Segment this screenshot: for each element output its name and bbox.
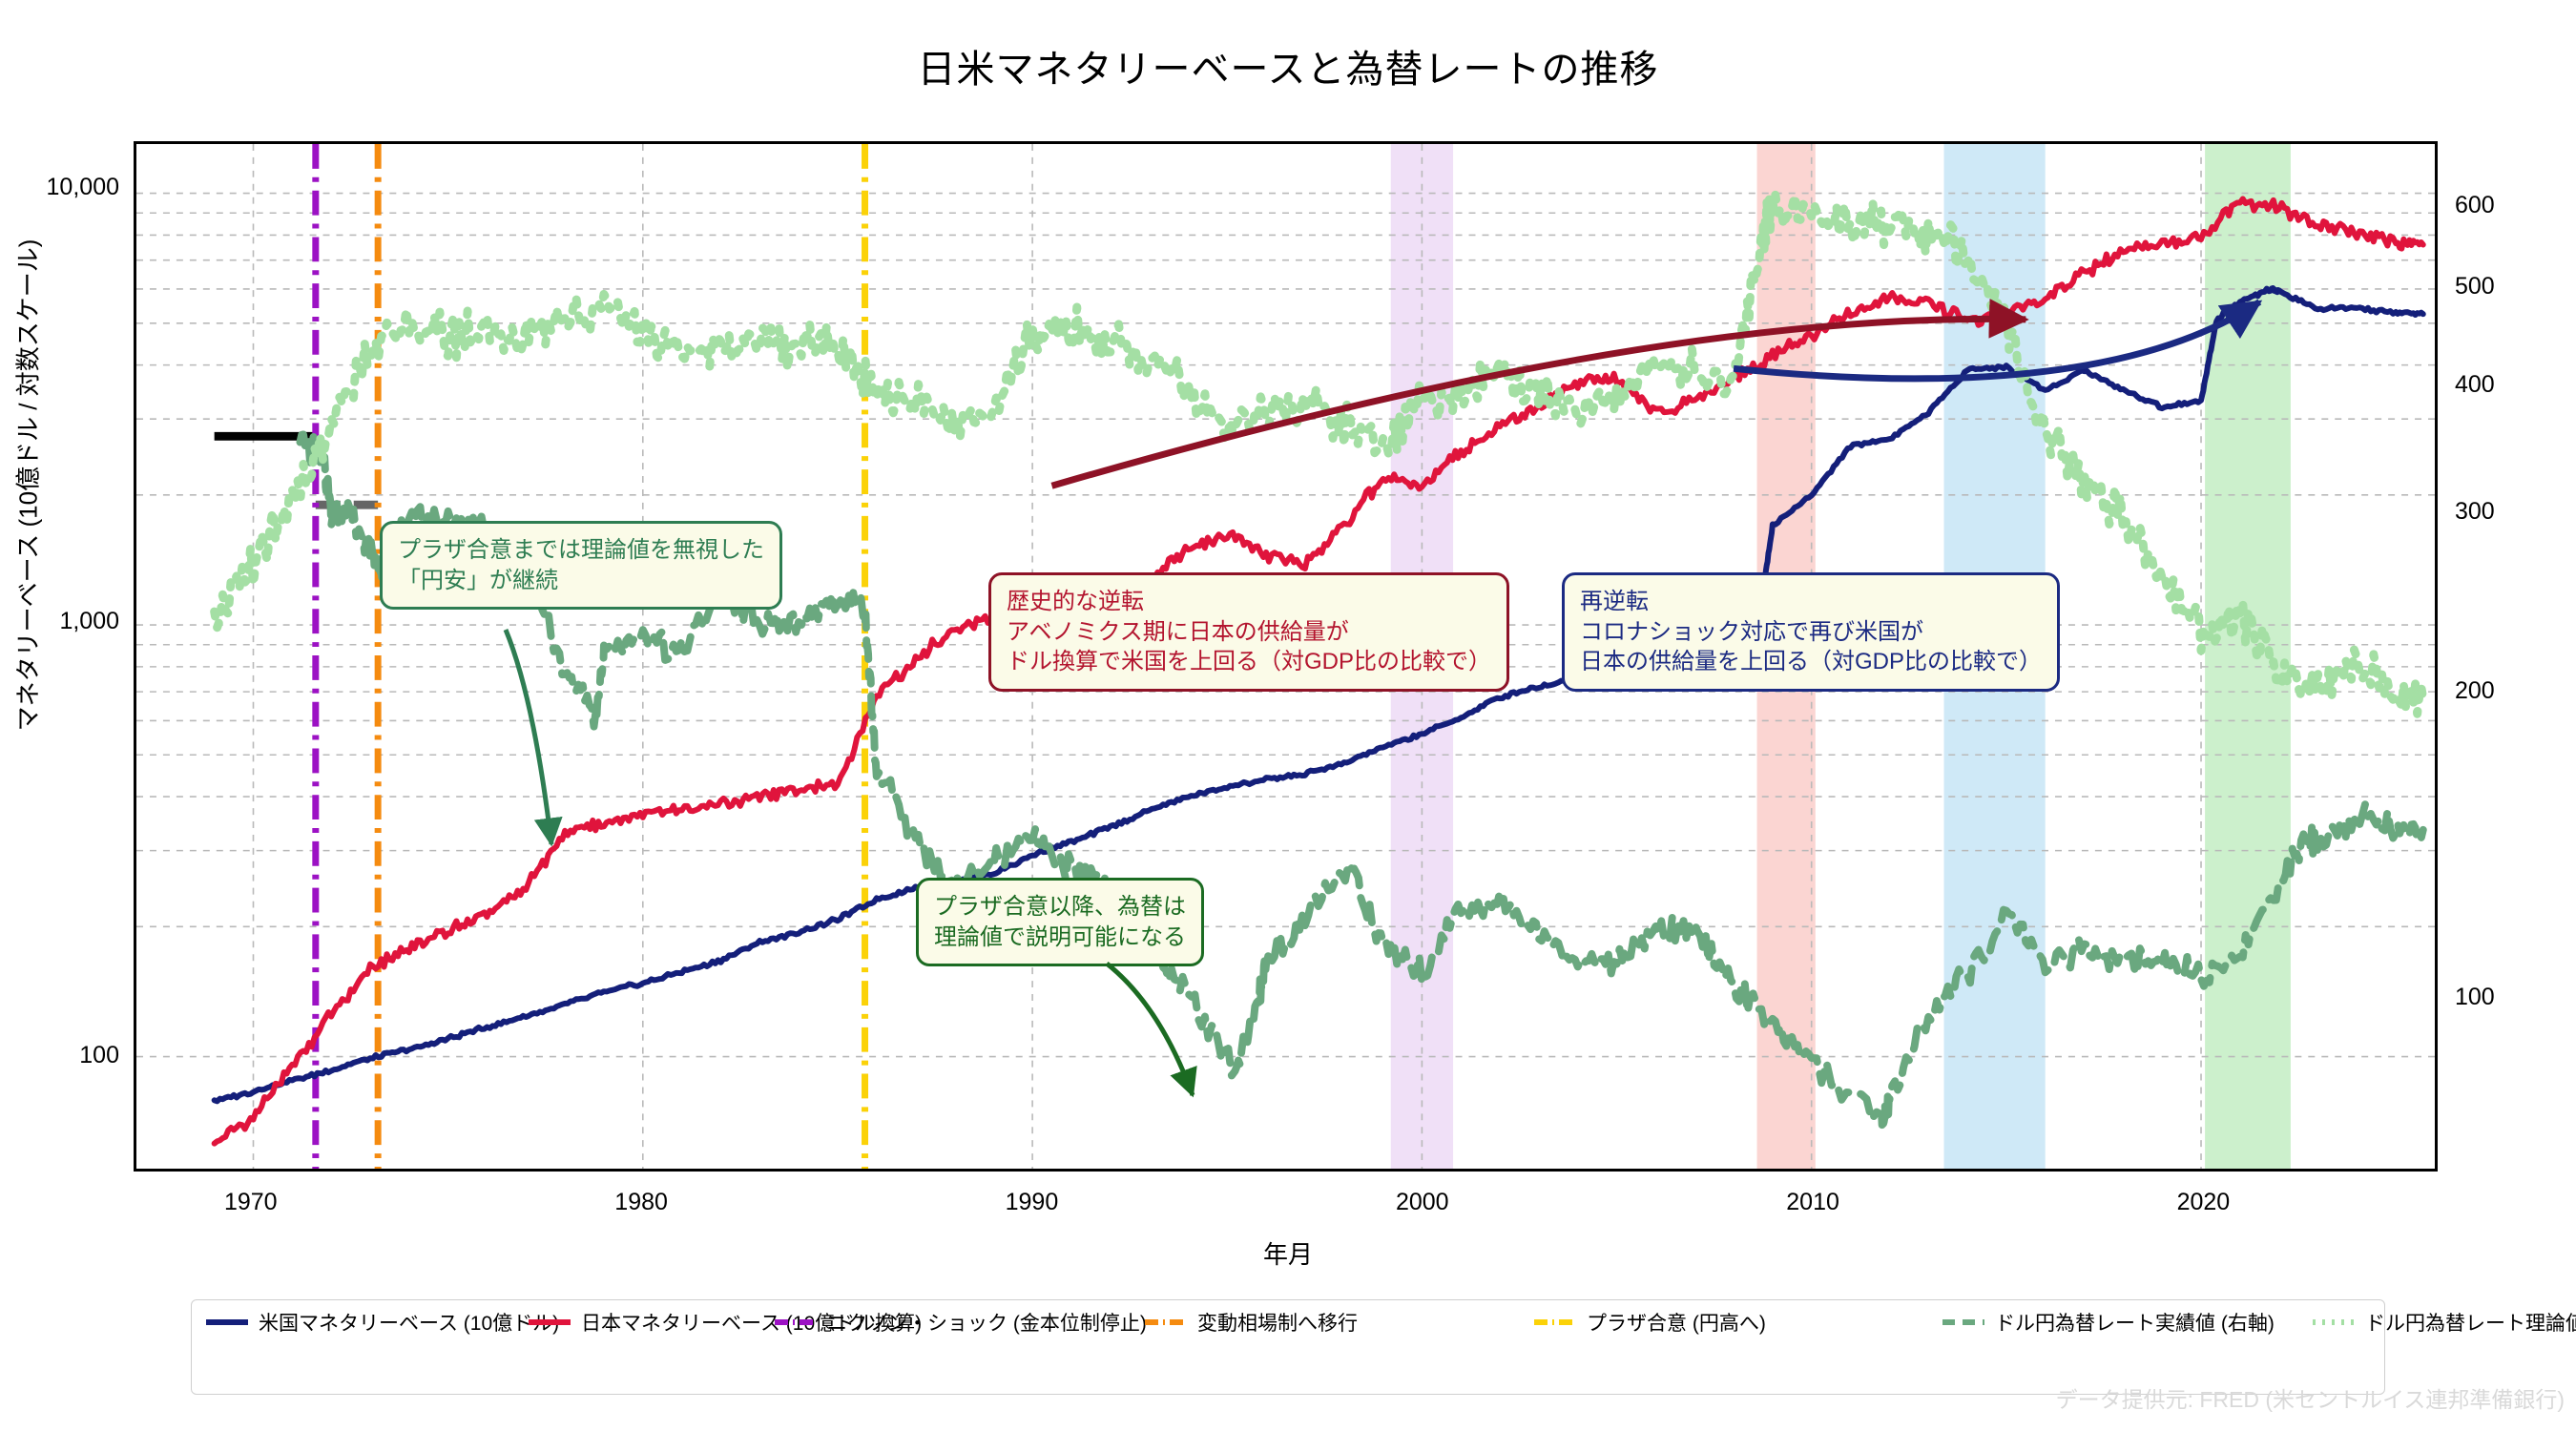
legend-line-swatch [205,1315,249,1330]
annotation-plaza-after: プラザ合意以降、為替は 理論値で説明可能になる [916,878,1204,967]
legend-label: 変動相場制へ移行 [1197,1313,1358,1335]
legend-line-swatch [1942,1315,1985,1330]
legend-label: ドル円為替レート理論値 (右軸) [2365,1313,2576,1335]
series-line [211,196,2426,1147]
legend-item[interactable]: 日本マネタリーベース (10億ドル換算) [528,1308,922,1337]
y-tick-right: 500 [2455,272,2495,300]
legend-item[interactable]: ニクソン・ショック (金本位制停止) [774,1308,1147,1337]
series-line [211,284,2426,1105]
legend-item[interactable]: 変動相場制へ移行 [1144,1308,1526,1337]
legend-item[interactable]: 米国マネタリーベース (10億ドル) [205,1308,559,1337]
chart-canvas [136,144,2435,1169]
data-series [210,190,2428,1147]
annotation-arrows [1050,299,2263,489]
legend-item[interactable]: プラザ合意 (円高へ) [1533,1308,1934,1337]
x-tick: 2010 [1786,1189,1839,1215]
legend-line-swatch [1144,1315,1188,1330]
x-tick: 1990 [1005,1189,1059,1215]
series-line [296,430,2427,1131]
y-tick-left: 1,000 [59,607,119,634]
annotation-historic-reversal: 歴史的な逆転 アベノミクス期に日本の供給量が ドル換算で米国を上回る（対GDP比… [988,572,1510,693]
x-tick: 1980 [614,1189,668,1215]
chart-legend: 米国マネタリーベース (10億ドル) 日本マネタリーベース (10億ドル換算) ニク… [191,1299,2576,1395]
x-tick: 1970 [223,1189,278,1215]
y-tick-right: 200 [2455,677,2495,705]
legend-line-swatch [1533,1315,1577,1330]
data-source-note: データ提供元: FRED (米セントルイス連邦準備銀行) [2055,1387,2565,1412]
series-line [210,190,2428,718]
re-reversal-arrow [1733,299,2263,383]
y-axis-left-label: マネタリーベース (10億ドル / 対数スケール) [13,238,43,732]
annotation-yen-weak: プラザ合意までは理論値を無視した 「円安」が継続 [380,521,782,611]
legend-item[interactable]: ドル円為替レート理論値 (右軸) [2312,1308,2576,1337]
legend-label: ニクソン・ショック (金本位制停止) [827,1313,1147,1335]
y-tick-right: 600 [2455,192,2495,219]
x-tick: 2020 [2176,1189,2231,1215]
y-tick-left: 100 [79,1041,119,1068]
reversal-arrow [1050,299,2029,489]
page-title: 日米マネタリーベースと為替レートの推移 [917,49,1659,91]
legend-label: プラザ合意 (円高へ) [1587,1313,1766,1335]
x-axis-label: 年月 [1262,1240,1313,1269]
y-tick-right: 400 [2455,371,2495,399]
legend-line-swatch [528,1315,571,1330]
x-tick: 2000 [1395,1189,1449,1215]
legend-label: ドル円為替レート実績値 (右軸) [1995,1313,2275,1335]
y-tick-right: 100 [2455,984,2495,1011]
legend-label: 米国マネタリーベース (10億ドル) [259,1313,560,1335]
event-vertical-lines [312,144,869,1169]
legend-line-swatch [774,1315,818,1330]
y-tick-left: 10,000 [46,173,119,200]
annotation-re-reversal: 再逆転 コロナショック対応で再び米国が 日本の供給量を上回る（対GDP比の比較で… [1562,572,2061,693]
legend-line-swatch [2312,1315,2356,1330]
y-axis-right-label: 円 / ドル [2570,648,2576,839]
legend-label: 日本マネタリーベース (10億ドル換算) [581,1313,923,1335]
y-tick-right: 300 [2455,498,2495,526]
legend-item[interactable]: ドル円為替レート実績値 (右軸) [1942,1308,2304,1337]
